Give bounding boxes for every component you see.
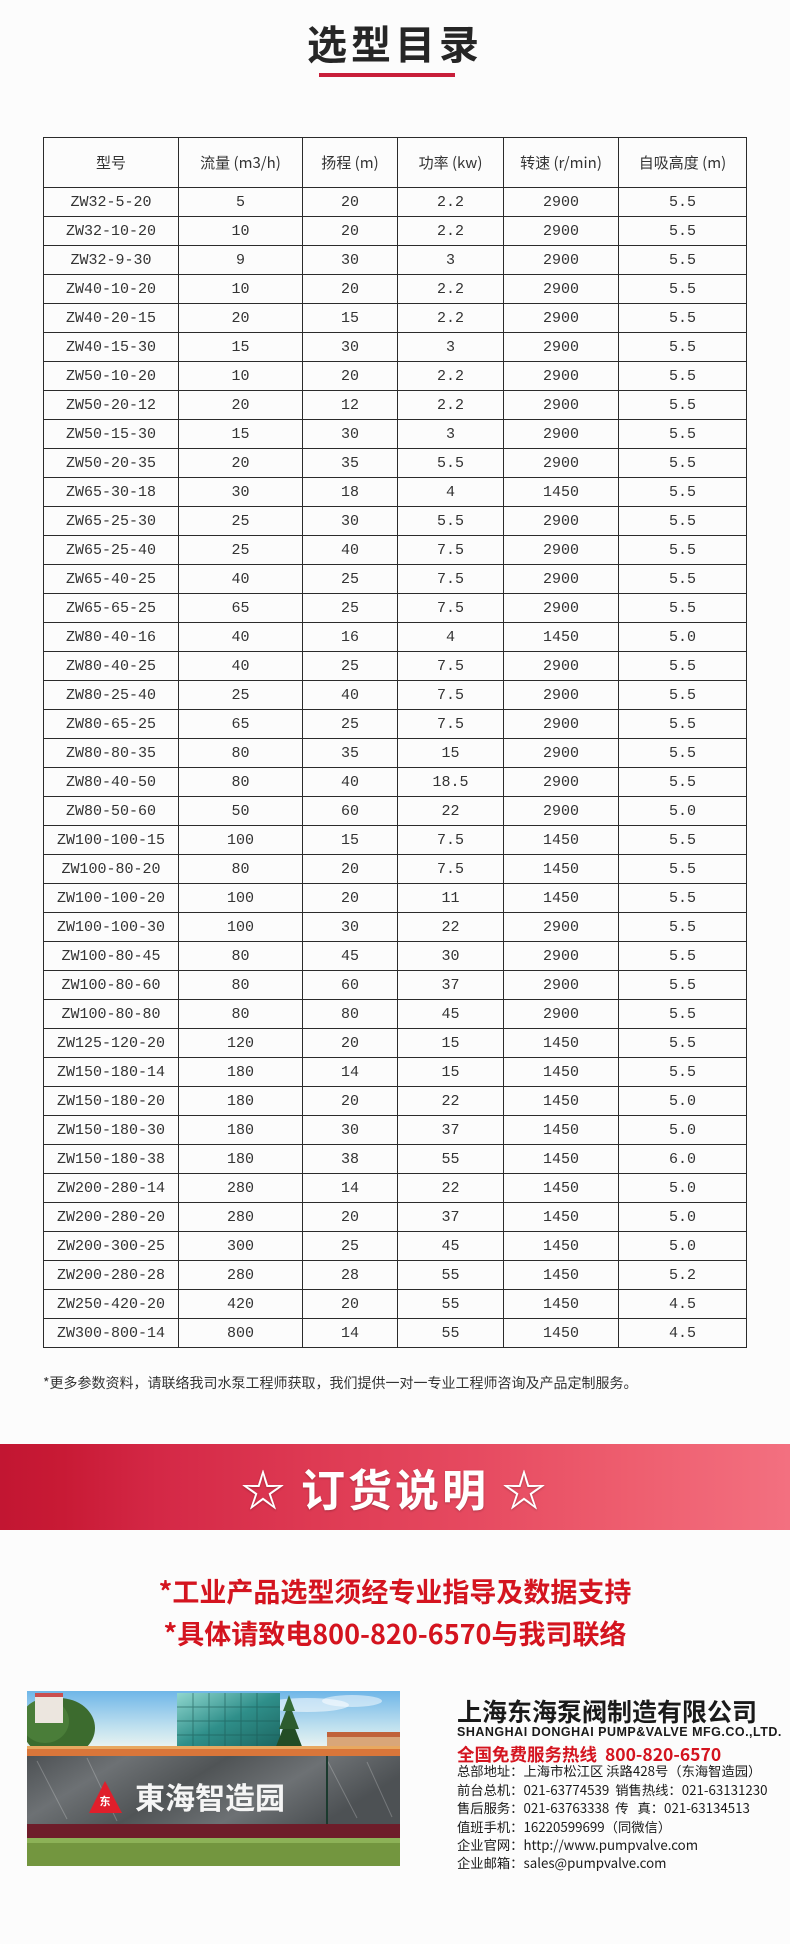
svg-text:东: 东 (100, 1793, 111, 1809)
svg-text:東海智造园: 東海智造园 (135, 1774, 285, 1818)
